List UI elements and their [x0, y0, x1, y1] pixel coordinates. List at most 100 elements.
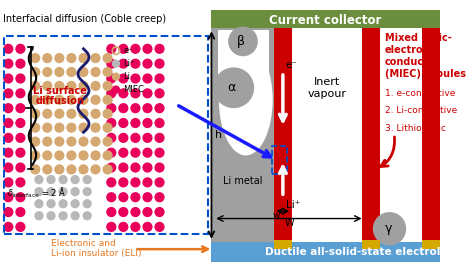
- Circle shape: [71, 187, 80, 196]
- Circle shape: [71, 199, 80, 208]
- Text: Current collector: Current collector: [269, 14, 382, 27]
- Text: $\delta_{\rm interface}$ = 2 Å: $\delta_{\rm interface}$ = 2 Å: [8, 185, 67, 200]
- Circle shape: [142, 88, 153, 98]
- Circle shape: [102, 109, 113, 119]
- Circle shape: [155, 177, 164, 187]
- Text: Interfacial diffusion (Coble creep): Interfacial diffusion (Coble creep): [3, 14, 166, 24]
- Circle shape: [58, 199, 68, 208]
- Text: 2. Li-conductive: 2. Li-conductive: [385, 106, 457, 115]
- Circle shape: [3, 162, 13, 173]
- Circle shape: [42, 53, 53, 63]
- Text: Li⁺: Li⁺: [123, 59, 135, 68]
- Circle shape: [118, 73, 128, 84]
- Circle shape: [91, 137, 100, 147]
- Circle shape: [54, 67, 64, 77]
- Circle shape: [142, 58, 153, 69]
- Circle shape: [142, 222, 153, 232]
- Circle shape: [15, 148, 26, 158]
- Circle shape: [106, 103, 117, 113]
- Circle shape: [142, 148, 153, 158]
- Circle shape: [54, 137, 64, 147]
- Circle shape: [82, 175, 92, 184]
- Circle shape: [78, 53, 89, 63]
- Circle shape: [155, 58, 164, 69]
- Circle shape: [155, 207, 164, 217]
- Bar: [292, 28, 362, 242]
- Circle shape: [54, 109, 64, 119]
- Circle shape: [118, 103, 128, 113]
- Circle shape: [3, 222, 13, 232]
- Circle shape: [15, 133, 26, 143]
- Text: electronic: electronic: [385, 45, 440, 55]
- Bar: [218, 30, 269, 100]
- Circle shape: [91, 109, 100, 119]
- Circle shape: [102, 150, 113, 160]
- Circle shape: [142, 133, 153, 143]
- Text: w: w: [273, 211, 280, 220]
- Circle shape: [130, 73, 140, 84]
- Circle shape: [15, 103, 26, 113]
- Circle shape: [66, 137, 76, 147]
- Bar: [211, 242, 439, 262]
- Circle shape: [102, 137, 113, 147]
- Circle shape: [130, 207, 140, 217]
- Circle shape: [78, 109, 89, 119]
- Text: Inert
vapour: Inert vapour: [308, 77, 347, 98]
- Circle shape: [118, 58, 128, 69]
- Circle shape: [118, 118, 128, 128]
- Circle shape: [91, 150, 100, 160]
- Circle shape: [142, 103, 153, 113]
- Circle shape: [102, 123, 113, 133]
- Circle shape: [54, 150, 64, 160]
- Circle shape: [106, 192, 117, 202]
- Text: conductor: conductor: [385, 57, 440, 67]
- Circle shape: [91, 81, 100, 91]
- Bar: [4, 36, 208, 234]
- Circle shape: [3, 73, 13, 84]
- Ellipse shape: [219, 44, 273, 156]
- Circle shape: [71, 211, 80, 220]
- Circle shape: [46, 175, 55, 184]
- Circle shape: [155, 162, 164, 173]
- Circle shape: [42, 109, 53, 119]
- Text: diffusion: diffusion: [36, 96, 85, 106]
- Circle shape: [30, 95, 40, 105]
- Circle shape: [106, 88, 117, 98]
- Text: h: h: [215, 130, 222, 140]
- Text: Ductile all-solid-state electrolyte: Ductile all-solid-state electrolyte: [264, 247, 459, 257]
- Circle shape: [15, 58, 26, 69]
- Circle shape: [46, 211, 55, 220]
- Circle shape: [155, 222, 164, 232]
- Circle shape: [30, 123, 40, 133]
- Bar: [422, 28, 439, 242]
- Circle shape: [155, 103, 164, 113]
- Circle shape: [34, 187, 44, 196]
- Circle shape: [66, 164, 76, 175]
- Circle shape: [155, 148, 164, 158]
- Text: Li metal: Li metal: [223, 175, 263, 186]
- Bar: [272, 146, 287, 174]
- Circle shape: [142, 44, 153, 54]
- Circle shape: [142, 177, 153, 187]
- Circle shape: [42, 137, 53, 147]
- Circle shape: [3, 207, 13, 217]
- Circle shape: [15, 88, 26, 98]
- Text: Li-ion insulator (ELI): Li-ion insulator (ELI): [51, 249, 142, 258]
- Circle shape: [42, 164, 53, 175]
- Circle shape: [142, 192, 153, 202]
- Circle shape: [118, 44, 128, 54]
- Circle shape: [15, 177, 26, 187]
- Circle shape: [42, 123, 53, 133]
- Bar: [211, 28, 281, 242]
- Circle shape: [3, 44, 13, 54]
- Circle shape: [118, 148, 128, 158]
- Bar: [0, 28, 211, 236]
- Circle shape: [15, 207, 26, 217]
- Circle shape: [102, 67, 113, 77]
- Circle shape: [3, 88, 13, 98]
- Circle shape: [118, 88, 128, 98]
- Circle shape: [42, 95, 53, 105]
- Circle shape: [106, 162, 117, 173]
- Circle shape: [42, 81, 53, 91]
- Circle shape: [82, 199, 92, 208]
